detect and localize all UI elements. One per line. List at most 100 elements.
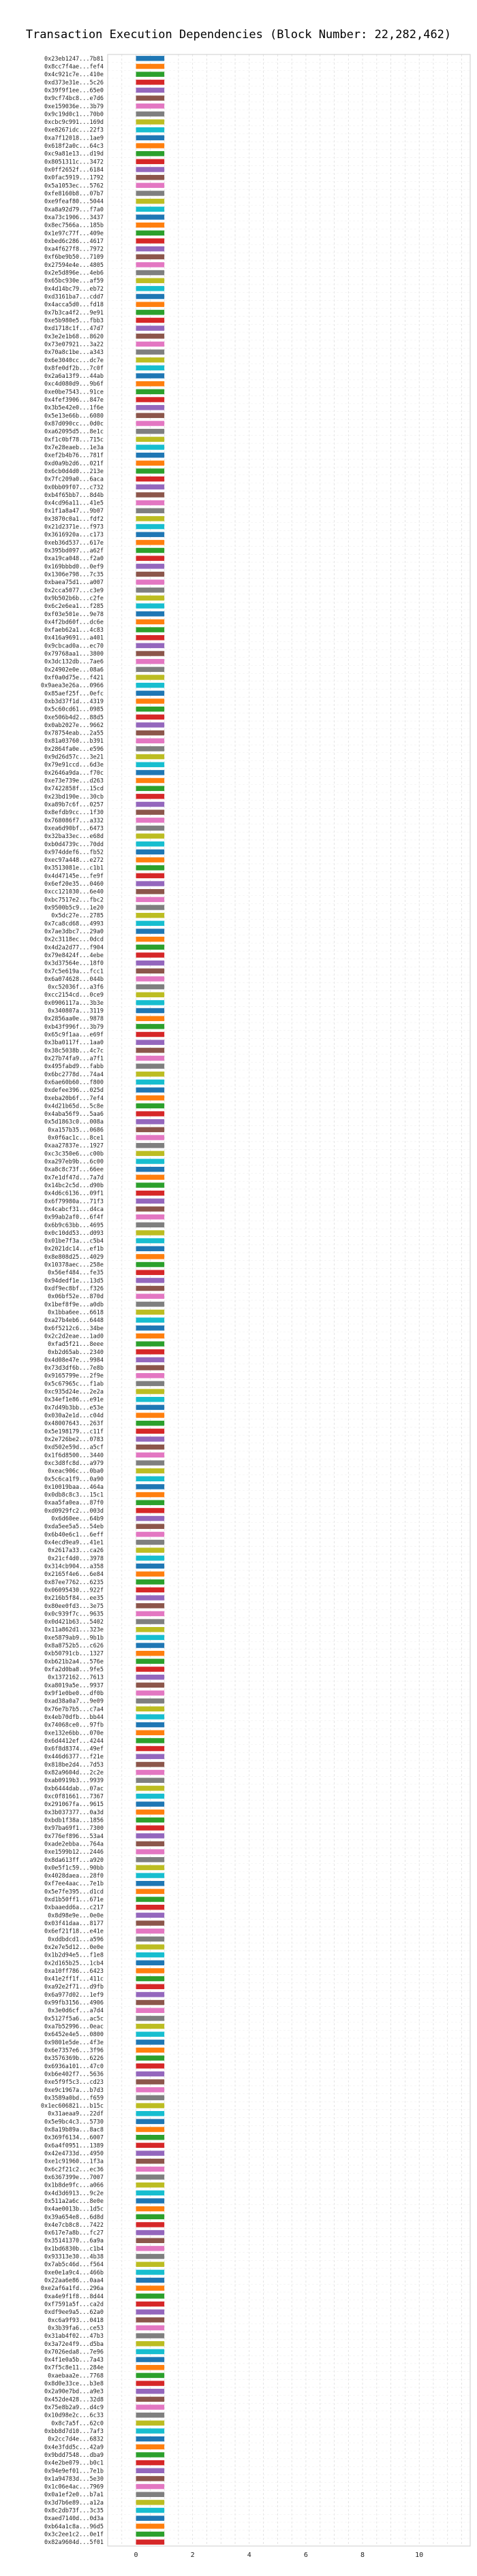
y-tick-label: 0xd1b50ff1...671e: [44, 1897, 104, 1903]
transaction-bar: [136, 150, 165, 157]
y-tick-label: 0xe8267idc...22f3: [44, 127, 104, 134]
y-tick-label: 0xea6d90bf...6473: [44, 825, 104, 832]
y-tick-label: 0xe5879ab9...9b1b: [44, 1635, 104, 1641]
y-tick-label: 0x27594e4e...4805: [44, 262, 104, 269]
y-tick-label: 0xa7b52996...0eac: [44, 2024, 104, 2031]
transaction-bar: [136, 770, 165, 775]
transaction-bar: [136, 2388, 165, 2394]
transaction-bar: [136, 960, 165, 966]
transaction-bar: [136, 2507, 165, 2513]
transaction-bar: [136, 1476, 165, 1481]
transaction-bar: [136, 564, 165, 569]
transaction-bar: [136, 1928, 165, 1934]
y-tick-label: 0x65c9f1aa...e69f: [44, 1032, 104, 1039]
transaction-bar: [136, 119, 165, 125]
transaction-bar: [136, 476, 165, 482]
y-tick-label: 0x2c3118ec...0dcd: [44, 937, 104, 944]
y-tick-label: 0x14bc2c5d...d90b: [44, 1182, 104, 1189]
transaction-bar: [136, 103, 165, 109]
y-tick-label: 0x3b037377...0a3d: [44, 1809, 104, 1816]
transaction-bar: [136, 2420, 165, 2426]
transaction-bar: [136, 1944, 165, 1950]
y-tick-label: 0x4cabcf31...d4ca: [44, 1206, 104, 1213]
y-tick-label: 0x768086f7...a332: [44, 818, 104, 824]
transaction-bar: [136, 516, 165, 521]
transaction-bar: [136, 302, 165, 307]
y-tick-label: 0x8e808d25...4029: [44, 1254, 104, 1261]
transaction-bar: [136, 2372, 165, 2379]
y-tick-label: 0x0906117a...3b3e: [44, 1000, 104, 1007]
y-tick-label: 0xc0f81661...7367: [44, 1794, 104, 1801]
y-tick-label: 0x4cd96a11...41e5: [44, 500, 104, 507]
transaction-bar: [136, 222, 165, 228]
y-tick-label: 0xeac906c...0ba0: [48, 1468, 104, 1475]
transaction-bar: [136, 1547, 165, 1553]
transaction-bar: [136, 135, 165, 141]
y-tick-label: 0x5127f5a6...ac5c: [44, 2016, 104, 2023]
y-tick-label: 0xe2af6a1fd...296a: [41, 2285, 104, 2292]
transaction-bar: [136, 1524, 165, 1529]
y-tick-label: 0xa62095d5...8e1c: [44, 429, 104, 436]
y-tick-label: 0x9c19d0c1...70b0: [44, 111, 104, 118]
transaction-bar: [136, 87, 165, 93]
transaction-bar: [136, 706, 165, 712]
y-tick-label: 0x2a6a13f9...44ab: [44, 373, 104, 380]
y-tick-label: 0x6367399e...7007: [44, 2174, 104, 2181]
y-tick-label: 0x01be7f3a...c5b4: [44, 1238, 104, 1245]
transaction-bar: [136, 1349, 165, 1355]
transaction-bar: [136, 445, 165, 450]
y-tick-label: 0x06095430...922f: [44, 1587, 104, 1594]
y-tick-label: 0x6bc2778d...74a4: [44, 1072, 104, 1078]
transaction-bar: [136, 1150, 165, 1157]
y-tick-label: 0x5c60cd61...0985: [44, 707, 104, 713]
y-tick-label: 0x446d6377...f21e: [44, 1754, 104, 1760]
x-tick-labels: 0 2 4 6 8 10: [134, 2551, 424, 2559]
transaction-bar: [136, 1603, 165, 1609]
y-tick-label: 0xc52036f...a3f6: [48, 984, 104, 991]
transaction-bar: [136, 1072, 165, 1077]
transaction-bar: [136, 1532, 165, 1537]
transaction-bar: [136, 1777, 165, 1783]
y-tick-label: 0x974ddef6...fb52: [44, 849, 104, 856]
transaction-bar: [136, 1762, 165, 1767]
transaction-bar: [136, 1897, 165, 1902]
transaction-bar: [136, 397, 165, 402]
transaction-bar: [136, 1293, 165, 1299]
y-tick-label: 0xf6be9b50...7109: [44, 254, 104, 261]
y-tick-label: 0xf1c0bf78...715c: [44, 436, 104, 443]
y-tick-label: 0xeba20b6f...7ef4: [44, 1095, 104, 1102]
y-tick-label: 0x2cc7d4e...6832: [48, 2436, 104, 2443]
transaction-bar: [136, 71, 165, 77]
y-tick-label: 0x7c5e619a...fcc1: [44, 968, 104, 975]
transaction-bar: [136, 2166, 165, 2172]
y-tick-label: 0x2e726be2...0783: [44, 1436, 104, 1443]
transaction-bar: [136, 2476, 165, 2481]
y-tick-label: 0x1bef8f9e...a0db: [44, 1302, 104, 1308]
y-tick-label: 0x3589a0bd...f659: [44, 2095, 104, 2102]
transaction-bar: [136, 944, 165, 950]
y-tick-label: 0x1306e798...7c35: [44, 571, 104, 578]
transaction-bar: [136, 1817, 165, 1823]
transaction-bar: [136, 1825, 165, 1831]
y-tick-label: 0x3870c0a1...fdf2: [44, 516, 104, 523]
transaction-bar: [136, 984, 165, 990]
transaction-bar: [136, 1444, 165, 1450]
transaction-bar: [136, 1587, 165, 1593]
y-tick-label: 0x5c6ca1f9...0a90: [44, 1476, 104, 1483]
transaction-bar: [136, 2127, 165, 2132]
transaction-bar: [136, 786, 165, 791]
y-tick-label: 0x2e5d896e...4eb6: [44, 270, 104, 277]
y-tick-label: 0x8051311c...3472: [44, 159, 104, 165]
y-tick-label: 0xda5ee5a5...54eb: [44, 1524, 104, 1530]
y-tick-label: 0xf0a0d75e...f421: [44, 675, 104, 681]
transaction-bar: [136, 2016, 165, 2021]
transaction-bar: [136, 1309, 165, 1315]
transaction-bar: [136, 2095, 165, 2101]
y-tick-label: 0x1f1a8a47...9b07: [44, 508, 104, 515]
y-tick-label: 0xe0e1a9c4...466b: [44, 2270, 104, 2276]
transaction-bar: [136, 1786, 165, 1791]
y-tick-label: 0x32ba33ec...e68d: [44, 833, 104, 840]
transaction-bar: [136, 2142, 165, 2148]
transaction-bar: [136, 1341, 165, 1347]
transaction-bar: [136, 214, 165, 220]
